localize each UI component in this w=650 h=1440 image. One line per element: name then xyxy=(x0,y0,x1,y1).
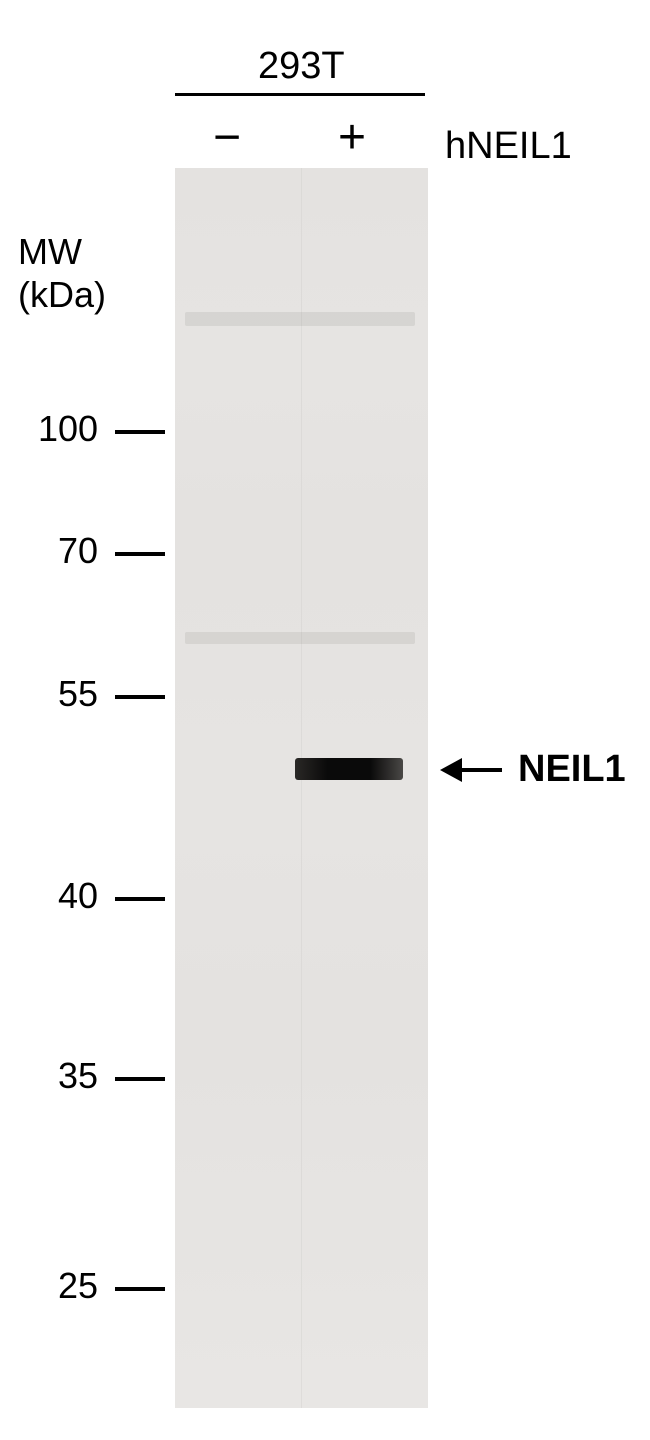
marker-label-35: 35 xyxy=(58,1055,98,1097)
marker-tick-25 xyxy=(115,1287,165,1291)
marker-tick-40 xyxy=(115,897,165,901)
marker-label-55: 55 xyxy=(58,673,98,715)
faint-band-1 xyxy=(185,312,415,326)
marker-tick-35 xyxy=(115,1077,165,1081)
target-protein-label: NEIL1 xyxy=(518,748,626,791)
mw-header: MW (kDa) xyxy=(18,230,106,316)
lane-divider xyxy=(301,168,302,1408)
faint-band-2 xyxy=(185,632,415,644)
neil1-band xyxy=(295,758,403,780)
condition-plus: + xyxy=(338,110,366,165)
marker-tick-55 xyxy=(115,695,165,699)
kda-text: (kDa) xyxy=(18,273,106,316)
blot-membrane xyxy=(175,168,428,1408)
marker-label-100: 100 xyxy=(38,408,98,450)
cell-line-bar xyxy=(175,93,425,96)
cell-line-label: 293T xyxy=(258,45,345,88)
mw-text: MW xyxy=(18,230,106,273)
band-arrow xyxy=(440,758,502,782)
blot-background xyxy=(175,168,428,1408)
marker-label-40: 40 xyxy=(58,875,98,917)
marker-label-70: 70 xyxy=(58,530,98,572)
marker-label-25: 25 xyxy=(58,1265,98,1307)
marker-tick-70 xyxy=(115,552,165,556)
arrow-line xyxy=(462,768,502,772)
marker-tick-100 xyxy=(115,430,165,434)
arrow-head-icon xyxy=(440,758,462,782)
condition-minus: − xyxy=(213,110,241,165)
protein-name-label: hNEIL1 xyxy=(445,125,572,168)
